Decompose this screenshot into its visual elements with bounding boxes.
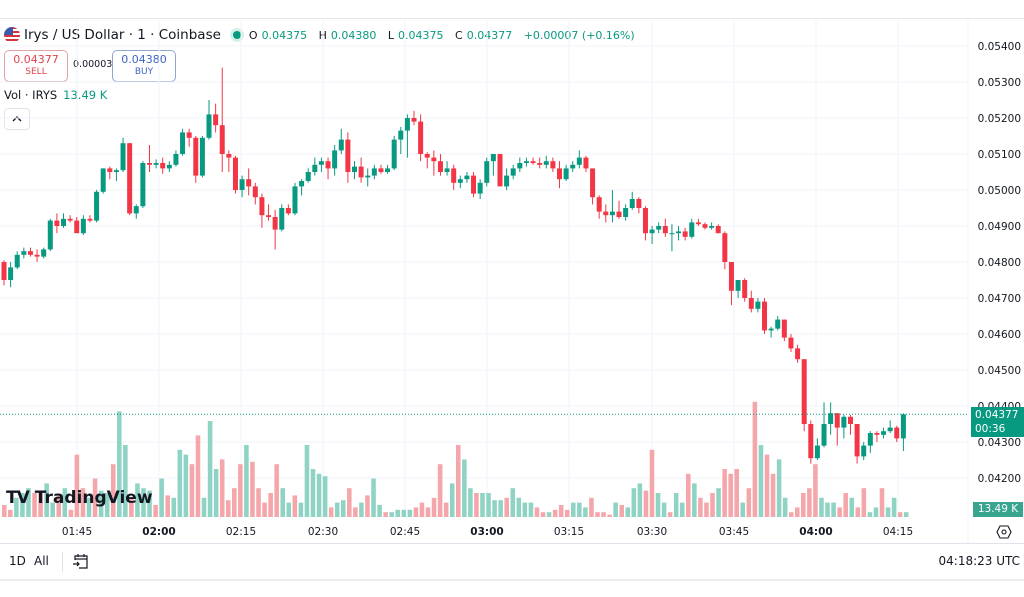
chart-settings-button[interactable]: [996, 525, 1012, 542]
range-all-button[interactable]: All: [34, 554, 49, 568]
x-axis-label: 04:00: [799, 526, 832, 538]
low-value: 0.04375: [398, 28, 444, 42]
x-axis-label: 02:30: [308, 526, 338, 538]
y-axis-label: 0.05300: [978, 77, 1021, 89]
y-axis-label: 0.04500: [978, 365, 1021, 377]
buy-button[interactable]: 0.04380 BUY: [112, 50, 176, 82]
y-axis-label: 0.05100: [978, 149, 1021, 161]
sell-label: SELL: [25, 67, 47, 77]
y-axis-label: 0.04300: [978, 437, 1021, 449]
bottom-divider: [0, 579, 1024, 581]
us-flag-icon: [4, 27, 20, 43]
chevron-up-icon: [12, 116, 22, 122]
market-open-status-icon: [232, 31, 241, 39]
bottom-bar-divider: [0, 543, 1024, 544]
y-axis-label: 0.05000: [978, 185, 1021, 197]
settings-hexagon-icon: [996, 525, 1012, 539]
symbol-title[interactable]: Irys / US Dollar · 1 · Coinbase: [24, 27, 221, 43]
price-change: +0.00007 (+0.16%): [523, 28, 635, 42]
bar-countdown: 00:36: [975, 423, 1006, 435]
toolbar-separator: [62, 552, 63, 572]
y-axis-label: 0.04800: [978, 257, 1021, 269]
close-value: 0.04377: [466, 28, 513, 42]
x-axis-label: 03:30: [637, 526, 667, 538]
open-key: O: [248, 28, 258, 42]
volume-label: Vol · IRYS: [4, 88, 58, 102]
x-axis-label: 02:00: [142, 526, 175, 538]
bottom-toolbar: 1D All 04:18:23 UTC: [0, 544, 1024, 578]
y-axis-label: 0.04700: [978, 293, 1021, 305]
y-axis-label: 0.04200: [978, 473, 1021, 485]
last-price-tag: 0.04377 00:36: [971, 407, 1024, 437]
open-value: 0.04375: [261, 28, 308, 42]
spread-value: 0.00003: [73, 59, 113, 70]
y-axis-label: 0.04600: [978, 329, 1021, 341]
buy-price: 0.04380: [121, 53, 167, 66]
y-axis-label: 0.05400: [978, 41, 1021, 53]
y-axis-label: 0.04900: [978, 221, 1021, 233]
calendar-goto-icon: [73, 554, 88, 569]
tradingview-logo-text: TradingView: [34, 488, 153, 508]
tradingview-mark-icon: TV: [6, 488, 30, 508]
buy-label: BUY: [134, 67, 154, 77]
range-1d-button[interactable]: 1D: [9, 554, 26, 568]
price-chart[interactable]: 0.05400 0.05300 0.05200 0.05100 0.05000 0.049…: [0, 20, 1024, 543]
x-axis-label: 03:15: [554, 526, 584, 538]
x-axis-label: 02:45: [390, 526, 420, 538]
ohlc-values: O0.04375 H0.04380 L0.04375 C0.04377 +0.0…: [249, 29, 639, 42]
collapse-legend-button[interactable]: [4, 108, 30, 130]
x-axis-label: 04:15: [883, 526, 913, 538]
x-axis-label: 01:45: [62, 526, 92, 538]
x-axis-label: 03:45: [719, 526, 749, 538]
low-key: L: [387, 28, 395, 42]
top-divider: [0, 18, 1024, 19]
sell-price: 0.04377: [13, 53, 59, 66]
volume-value: 13.49 K: [63, 88, 108, 102]
volume-tag: 13.49 K: [973, 502, 1023, 517]
tradingview-logo[interactable]: TV TradingView: [6, 488, 153, 508]
close-key: C: [455, 28, 463, 42]
last-price-value: 0.04377: [975, 409, 1019, 421]
high-value: 0.04380: [330, 28, 377, 42]
utc-clock[interactable]: 04:18:23 UTC: [938, 554, 1021, 568]
y-axis-label: 0.05200: [978, 113, 1021, 125]
x-axis-label: 02:15: [226, 526, 256, 538]
volume-legend: Vol · IRYS 13.49 K: [4, 88, 107, 102]
symbol-legend: Irys / US Dollar · 1 · Coinbase O 0.04375…: [4, 26, 639, 44]
go-to-date-button[interactable]: [72, 552, 90, 573]
x-axis-label: 03:00: [470, 526, 503, 538]
